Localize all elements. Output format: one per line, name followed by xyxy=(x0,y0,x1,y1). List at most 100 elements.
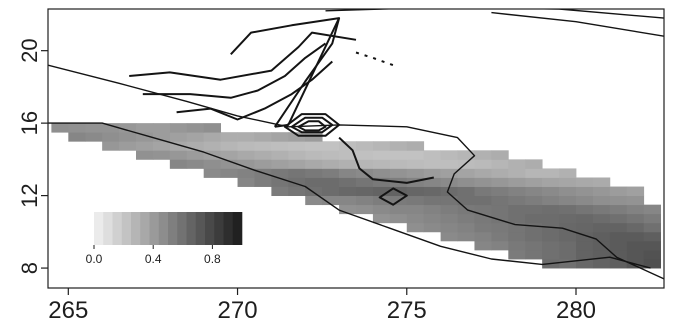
heatmap-cell xyxy=(525,177,543,187)
heatmap-cell xyxy=(576,231,594,242)
heatmap-cell xyxy=(305,132,323,142)
heatmap-cell xyxy=(559,249,577,260)
heatmap-cell xyxy=(626,195,645,206)
heatmap-cell xyxy=(457,159,475,169)
contour-circle-mid xyxy=(290,116,334,134)
heatmap-cell xyxy=(525,222,543,233)
colorbar-step xyxy=(140,212,150,245)
heatmap-cell xyxy=(457,186,475,197)
heatmap-cell xyxy=(474,213,492,224)
heatmap-cell xyxy=(237,159,255,169)
heatmap-cell xyxy=(152,141,171,151)
heatmap-cell xyxy=(525,231,543,242)
heatmap-cell xyxy=(186,132,205,142)
heatmap-cell xyxy=(203,159,222,169)
heatmap-cell xyxy=(440,222,458,233)
heatmap-cell xyxy=(372,168,391,178)
heatmap-cell xyxy=(643,213,662,224)
heatmap-cell xyxy=(372,141,391,151)
heatmap-cell xyxy=(186,141,205,151)
heatmap-cell xyxy=(406,213,425,224)
heatmap-cell xyxy=(423,222,442,233)
heatmap-cell xyxy=(254,141,272,151)
heatmap-cell xyxy=(102,123,120,133)
heatmap-cell xyxy=(136,123,154,133)
heatmap-cell xyxy=(119,123,137,133)
heatmap-cell xyxy=(559,177,577,187)
heatmap-cell xyxy=(542,177,560,187)
heatmap-cell xyxy=(542,186,560,197)
heatmap-cell xyxy=(542,231,560,242)
heatmap-cell xyxy=(559,204,577,215)
heatmap-cell xyxy=(271,177,289,187)
heatmap-cell xyxy=(525,213,543,224)
heatmap-cell xyxy=(609,204,628,215)
heatmap-cell xyxy=(609,213,628,224)
heatmap-cell xyxy=(440,150,458,160)
colorbar-tick-label: 0.0 xyxy=(86,252,103,266)
heatmap-cell xyxy=(322,141,340,151)
heatmap-cell xyxy=(457,222,475,233)
heatmap-cell xyxy=(576,195,594,206)
heatmap-cell xyxy=(169,150,188,160)
colorbar-step xyxy=(195,212,206,245)
x-tick-label: 265 xyxy=(48,297,88,324)
heatmap-cell xyxy=(339,150,357,160)
y-tick-label: 20 xyxy=(17,38,42,62)
colorbar-legend: 0.0 0.4 0.8 xyxy=(86,212,243,266)
plot-frame xyxy=(47,8,665,289)
y-tick-label: 16 xyxy=(17,111,42,135)
heatmap-cell xyxy=(339,168,357,178)
heatmap-cell xyxy=(220,159,238,169)
heatmap-cell xyxy=(474,177,492,187)
heatmap-cell xyxy=(609,195,628,206)
heatmap-cell xyxy=(136,132,154,142)
contour-contour-inner-west xyxy=(129,31,357,81)
heatmap-cell xyxy=(491,231,509,242)
heatmap-cell xyxy=(237,132,255,142)
heatmap-cell xyxy=(152,132,171,142)
colorbar-step xyxy=(232,212,243,245)
heatmap-cell xyxy=(322,186,340,197)
contour-coastline-northeast xyxy=(491,11,664,37)
heatmap-cell xyxy=(254,132,272,142)
heatmap-cell xyxy=(203,123,222,133)
colorbar-step xyxy=(158,212,169,245)
heatmap-cell xyxy=(237,150,255,160)
heatmap-cell xyxy=(305,150,323,160)
heatmap-cell xyxy=(356,195,374,206)
heatmap-cell xyxy=(592,259,611,269)
heatmap-cell xyxy=(626,222,645,233)
contour-dashes xyxy=(355,51,394,67)
heatmap-cell xyxy=(559,213,577,224)
heatmap-cell xyxy=(592,195,611,206)
heatmap-cell xyxy=(322,150,340,160)
heatmap-cell xyxy=(288,159,306,169)
contour-contour-inner-mid xyxy=(142,42,327,99)
colorbar-step xyxy=(112,212,123,245)
heatmap-cell xyxy=(423,159,442,169)
heatmap-cell xyxy=(372,195,391,206)
colorbar-step xyxy=(177,212,187,245)
heatmap-cell xyxy=(592,204,611,215)
heatmap-cell xyxy=(423,213,442,224)
heatmap-cell xyxy=(356,177,374,187)
heatmap-cell xyxy=(609,231,628,242)
heatmap-cell xyxy=(203,132,222,142)
heatmap-cell xyxy=(457,150,475,160)
heatmap-cell xyxy=(288,132,306,142)
heatmap-cell xyxy=(559,222,577,233)
heatmap-cell xyxy=(389,213,408,224)
heatmap-cell xyxy=(288,186,306,197)
heatmap-cell xyxy=(169,132,188,142)
heatmap-cell xyxy=(68,132,86,142)
heatmap-cell xyxy=(423,204,442,215)
x-axis: 265 270 275 280 xyxy=(48,288,596,324)
heatmap-cell xyxy=(423,195,442,206)
heatmap-cell xyxy=(68,123,86,133)
heatmap-cell xyxy=(474,150,492,160)
heatmap-cell xyxy=(339,204,357,215)
heatmap-cell xyxy=(559,259,577,269)
y-tick-label: 12 xyxy=(17,183,42,207)
heatmap-cell xyxy=(203,168,222,178)
